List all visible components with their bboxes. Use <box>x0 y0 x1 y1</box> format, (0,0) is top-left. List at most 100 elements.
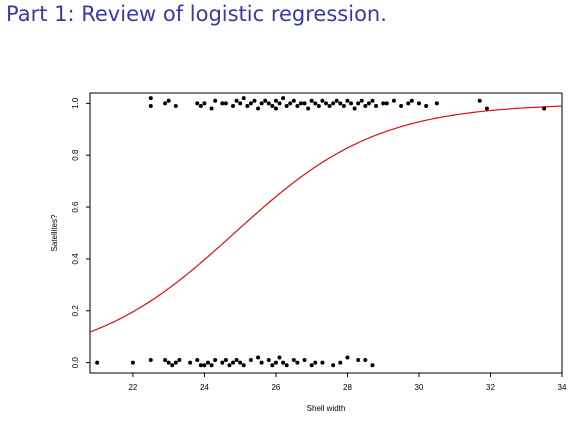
y-tick-label: 0.6 <box>71 201 80 213</box>
data-point <box>195 101 200 106</box>
x-axis-title: Shell width <box>307 404 346 413</box>
x-axis: 22 24 26 28 30 32 34 <box>128 373 567 392</box>
data-point <box>234 358 239 363</box>
data-point <box>273 98 278 103</box>
data-point <box>213 358 218 363</box>
data-point <box>309 363 314 368</box>
data-point <box>220 101 225 106</box>
data-point <box>248 358 253 363</box>
data-point <box>306 106 311 111</box>
x-tick-label: 26 <box>271 383 280 392</box>
data-point <box>298 101 303 106</box>
data-point <box>256 355 261 360</box>
x-tick-label: 30 <box>415 383 424 392</box>
data-point <box>416 101 421 106</box>
data-point <box>295 103 300 108</box>
data-point <box>406 101 411 106</box>
data-point <box>263 98 268 103</box>
data-point <box>320 360 325 365</box>
data-point <box>316 103 321 108</box>
y-tick-label: 0.2 <box>71 305 80 317</box>
data-point <box>273 106 278 111</box>
data-point <box>163 101 168 106</box>
y-tick-label: 0.0 <box>71 357 80 369</box>
data-point <box>313 101 318 106</box>
data-point <box>213 98 218 103</box>
data-point <box>366 101 371 106</box>
data-point <box>245 103 250 108</box>
data-point <box>202 363 207 368</box>
x-tick-label: 34 <box>558 383 567 392</box>
data-point <box>345 355 350 360</box>
data-point <box>331 101 336 106</box>
data-point <box>409 98 414 103</box>
data-point <box>198 103 203 108</box>
data-point <box>363 358 368 363</box>
data-point <box>309 98 314 103</box>
data-point <box>281 360 286 365</box>
data-point <box>391 98 396 103</box>
data-point <box>241 363 246 368</box>
data-point <box>148 103 153 108</box>
y-axis: 0.0 0.2 0.4 0.6 0.8 1.0 <box>71 97 90 368</box>
data-point <box>209 363 214 368</box>
data-point <box>363 103 368 108</box>
data-point <box>198 363 203 368</box>
data-point <box>320 98 325 103</box>
x-tick-label: 32 <box>486 383 495 392</box>
data-point <box>284 103 289 108</box>
data-point <box>209 106 214 111</box>
data-point <box>324 101 328 106</box>
data-point <box>302 358 307 363</box>
y-tick-label: 0.8 <box>71 149 80 161</box>
data-point <box>542 106 547 111</box>
data-point <box>356 101 361 106</box>
data-point <box>148 358 153 363</box>
data-point <box>266 358 271 363</box>
data-point <box>227 363 232 368</box>
data-point <box>270 103 275 108</box>
data-point <box>231 103 236 108</box>
data-point <box>345 98 350 103</box>
data-point <box>424 103 429 108</box>
data-point <box>295 360 300 365</box>
data-point <box>206 360 210 365</box>
plot-frame <box>89 92 563 374</box>
data-point <box>223 101 228 106</box>
data-point <box>256 106 261 111</box>
y-axis-title: Satellites? <box>50 214 59 251</box>
data-point <box>173 360 178 365</box>
slide-title: Part 1: Review of logistic regression. <box>6 2 387 26</box>
data-point <box>277 355 282 360</box>
data-point <box>234 98 239 103</box>
data-point <box>188 360 193 365</box>
data-point <box>238 101 243 106</box>
data-point <box>381 101 386 106</box>
data-point <box>352 106 357 111</box>
data-point <box>484 106 489 111</box>
data-point <box>327 103 332 108</box>
data-point <box>202 101 207 106</box>
y-tick-label: 1.0 <box>71 97 80 109</box>
data-point <box>163 358 168 363</box>
data-point <box>277 101 282 106</box>
data-point <box>291 98 296 103</box>
y-tick-label: 0.4 <box>71 253 80 265</box>
data-point <box>370 98 375 103</box>
data-point <box>349 101 354 106</box>
data-point <box>130 360 135 365</box>
data-point <box>252 98 257 103</box>
data-point <box>338 360 343 365</box>
data-point <box>248 101 253 106</box>
data-point <box>223 358 228 363</box>
data-point <box>434 101 439 106</box>
data-point <box>374 103 379 108</box>
data-point <box>281 96 286 101</box>
data-point <box>220 360 225 365</box>
data-point <box>259 101 264 106</box>
data-point <box>313 360 318 365</box>
data-point <box>270 363 275 368</box>
data-point <box>170 363 175 368</box>
data-point <box>273 360 278 365</box>
